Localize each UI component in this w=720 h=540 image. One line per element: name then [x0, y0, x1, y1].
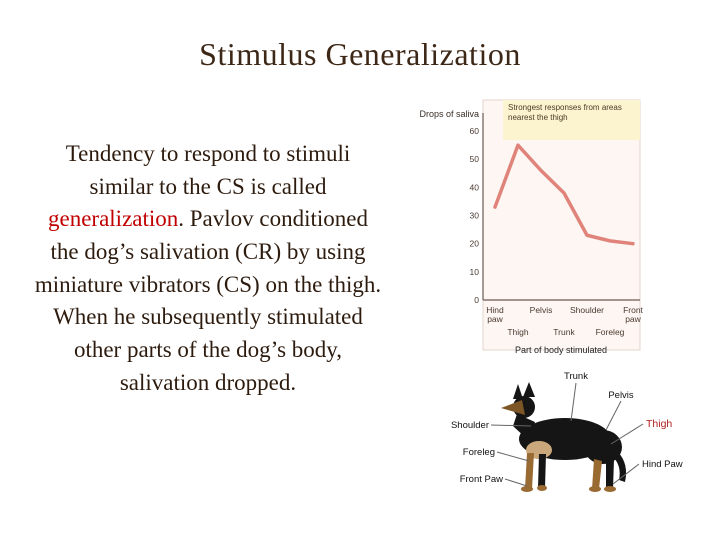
dog-tail — [612, 452, 627, 482]
chart-panel — [482, 99, 641, 351]
leader-pelvis — [605, 400, 622, 431]
body-paragraph: Tendency to respond to stimuli similar t… — [32, 138, 384, 399]
dog-haunch — [584, 430, 622, 464]
y-tick-label: 60 — [470, 126, 480, 136]
dog-paw — [537, 485, 547, 491]
dog-hind-leg — [592, 459, 602, 489]
x-tick-label: Thigh — [507, 327, 529, 337]
dog-paw — [589, 486, 601, 492]
dog-paw — [604, 486, 616, 492]
page-title: Stimulus Generalization — [199, 36, 521, 72]
x-tick-label: Shoulder — [570, 305, 604, 315]
y-tick-label: 30 — [470, 211, 480, 221]
dog-leader-lines — [490, 382, 644, 487]
generalization-highlight: generalization — [48, 206, 179, 232]
dog-paw — [521, 486, 533, 492]
leader-front-paw — [504, 478, 528, 487]
leader-trunk — [570, 382, 577, 422]
dog-label-front-paw: Front Paw — [460, 474, 503, 485]
y-tick-label: 0 — [474, 295, 479, 305]
dog-label-shoulder: Shoulder — [451, 420, 489, 431]
dog-label-trunk: Trunk — [564, 371, 588, 382]
dog-label-thigh: Thigh — [646, 418, 672, 430]
x-tick-label: Pelvis — [530, 305, 553, 315]
chart-annotation: Strongest responses from areas nearest t… — [503, 100, 640, 140]
body-text-pre: Tendency to respond to stimuli similar t… — [65, 141, 351, 199]
chart-y-axis-label: Drops of saliva — [419, 109, 479, 119]
dog-silhouette — [501, 382, 627, 492]
dog-label-hind-paw: Hind Paw — [642, 459, 683, 470]
body-text-post: . Pavlov conditioned the dog’s salivatio… — [34, 206, 382, 395]
leader-shoulder — [490, 424, 532, 427]
y-tick-label: 40 — [470, 182, 480, 192]
dog-label-foreleg: Foreleg — [463, 447, 495, 458]
dog-ear — [513, 384, 523, 399]
x-tick-label: Foreleg — [596, 327, 625, 337]
dog-diagram-svg: Trunk Pelvis Thigh Shoulder Foreleg Hind… — [451, 371, 683, 492]
dog-muzzle — [501, 400, 525, 415]
y-tick-label: 50 — [470, 154, 480, 164]
dog-ear — [523, 382, 535, 397]
dog-diagram: Trunk Pelvis Thigh Shoulder Foreleg Hind… — [425, 358, 720, 508]
saliva-line — [493, 143, 635, 246]
leader-thigh — [610, 423, 644, 445]
y-tick-label: 20 — [470, 239, 480, 249]
dog-hind-leg — [606, 459, 614, 489]
x-tick-label: Front paw — [623, 305, 643, 324]
leader-foreleg — [496, 451, 530, 462]
y-tick-label: 10 — [470, 267, 480, 277]
dog-front-leg — [525, 453, 534, 489]
dog-label-pelvis: Pelvis — [608, 390, 634, 401]
x-tick-label: Hind paw — [486, 305, 504, 324]
dog-front-leg — [538, 454, 546, 488]
x-tick-label: Trunk — [553, 327, 575, 337]
saliva-chart-figure: 60 50 40 30 20 10 0 Hind paw Thigh Pelvis Trunk Shou… — [395, 95, 645, 361]
x-axis-caption: Part of body stimulated — [515, 345, 607, 355]
leader-hind-paw — [612, 463, 640, 485]
